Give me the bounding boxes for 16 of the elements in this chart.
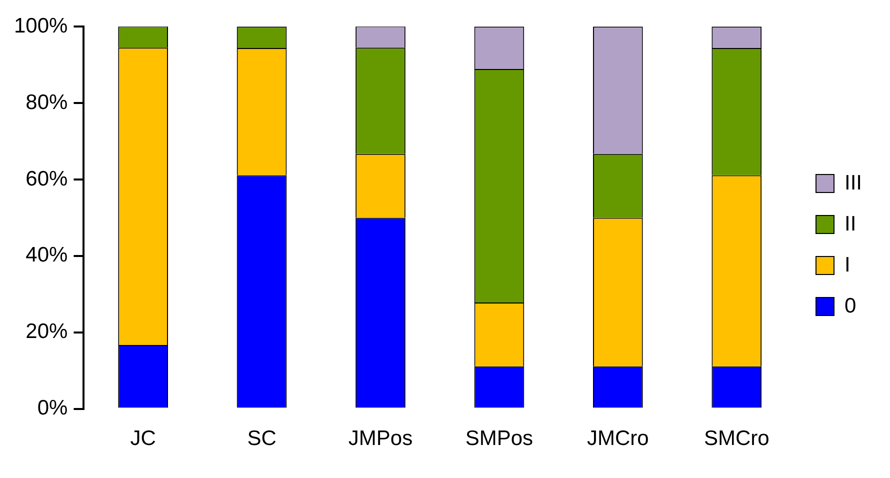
y-tick-label: 100% — [14, 14, 68, 38]
x-tick-label: SMCro — [704, 427, 770, 450]
x-tick-label: JMCro — [587, 427, 649, 450]
y-tick-label: 40% — [26, 244, 68, 267]
legend-label: 0 — [844, 294, 856, 318]
x-tick-label: JC — [130, 427, 156, 450]
x-tick-label: SMPos — [465, 427, 534, 450]
x-tick-label: SC — [247, 427, 276, 450]
y-tick-label: 60% — [26, 167, 68, 190]
legend-label: II — [844, 212, 856, 236]
y-tick-label: 20% — [26, 320, 68, 344]
legend-label: III — [844, 171, 862, 194]
x-tick-label: JMPos — [348, 427, 413, 450]
legend-label: I — [844, 253, 850, 276]
y-tick-label: 80% — [26, 90, 68, 114]
y-tick-label: 0% — [37, 396, 68, 420]
